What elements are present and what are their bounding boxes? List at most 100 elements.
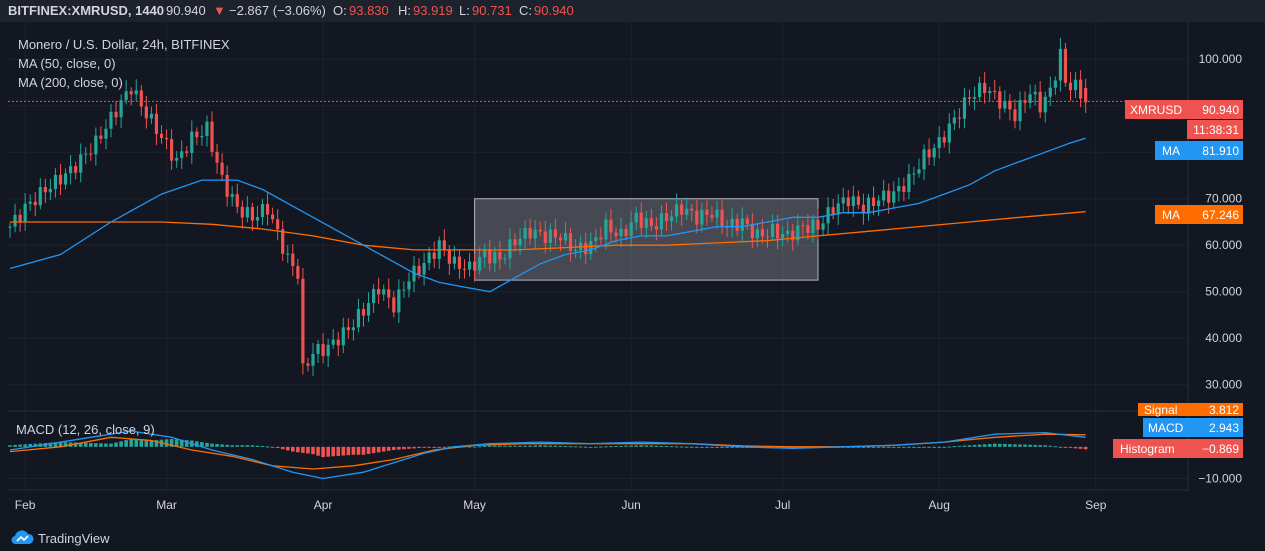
- candle-body: [281, 229, 285, 254]
- price-change: −2.867 (−3.06%): [229, 3, 326, 18]
- histogram-bar: [422, 446, 426, 448]
- candle-body: [493, 251, 497, 264]
- candle-body: [447, 250, 451, 264]
- candle-body: [331, 339, 335, 345]
- histogram-bar: [255, 445, 260, 447]
- ma50-legend[interactable]: MA (50, close, 0): [18, 56, 116, 71]
- candle-body: [937, 137, 941, 149]
- candle-body: [664, 213, 669, 222]
- candle-body: [887, 190, 891, 203]
- histogram-bar: [735, 446, 739, 448]
- macd-tag-value: 2.943: [1209, 421, 1239, 435]
- high-label: H:: [398, 3, 411, 18]
- candle-body: [821, 223, 825, 230]
- histogram-bar: [725, 446, 729, 448]
- candle-body: [634, 212, 638, 223]
- histogram-bar: [533, 445, 537, 447]
- candle-body: [89, 153, 93, 155]
- ma200-tag-value: 67.246: [1202, 208, 1239, 222]
- candle-body: [498, 251, 502, 260]
- candle-body: [629, 222, 633, 236]
- candle-body: [1013, 109, 1017, 122]
- candle-body: [144, 106, 148, 119]
- candle-body: [311, 353, 315, 366]
- candle-body: [422, 263, 426, 275]
- histogram-bar: [487, 445, 492, 447]
- histogram-bar: [58, 442, 63, 447]
- histogram-bar: [972, 444, 977, 447]
- histogram-bar: [917, 446, 921, 448]
- histogram-bar: [18, 444, 22, 447]
- candle-body: [871, 197, 876, 207]
- y-tick-label: 100.000: [1199, 52, 1243, 66]
- histogram-bar: [301, 446, 305, 453]
- candle-body: [452, 256, 456, 264]
- y-tick-label: 60.000: [1205, 238, 1242, 252]
- candle-body: [786, 230, 790, 235]
- candle-body: [356, 309, 361, 328]
- candle-body: [801, 225, 805, 227]
- candle-body: [659, 213, 664, 230]
- histogram-bar: [588, 446, 593, 448]
- candle-body: [488, 250, 492, 264]
- candle-body: [745, 218, 749, 225]
- histogram-bar: [99, 443, 103, 447]
- histogram-bar: [912, 446, 916, 448]
- chart-title: Monero / U.S. Dollar, 24h, BITFINEX: [18, 37, 230, 52]
- candle-body: [58, 174, 63, 185]
- histogram-bar: [235, 445, 240, 447]
- macd-legend[interactable]: MACD (12, 26, close, 9): [16, 422, 155, 437]
- histogram-bar: [1078, 446, 1083, 449]
- y-tick-label: 70.000: [1205, 192, 1242, 206]
- candle-body: [508, 239, 512, 259]
- histogram-bar: [381, 446, 386, 452]
- candle-body: [230, 194, 234, 197]
- candle-body: [387, 289, 391, 298]
- histogram-bar: [543, 445, 548, 447]
- candle-body: [38, 187, 42, 206]
- candle-body: [478, 257, 482, 271]
- candle-body: [1028, 94, 1032, 103]
- ma50-tag-label: MA: [1162, 144, 1180, 158]
- candle-body: [114, 111, 118, 118]
- histogram-bar: [689, 446, 694, 448]
- histogram-bar: [897, 446, 901, 448]
- histogram-bar: [275, 446, 280, 449]
- histogram-bar: [437, 446, 442, 448]
- candle-body: [8, 226, 12, 228]
- candle-body: [533, 229, 537, 239]
- histogram-bar: [674, 446, 679, 448]
- candle-body: [861, 204, 866, 214]
- histogram-bar: [260, 446, 265, 448]
- candle-body: [336, 339, 340, 346]
- histogram-bar: [927, 446, 931, 448]
- candle-body: [538, 229, 542, 232]
- candle-body: [831, 207, 835, 215]
- histogram-bar: [669, 446, 674, 448]
- histogram-bar: [508, 445, 512, 447]
- candle-body: [195, 131, 199, 138]
- histogram-bar: [992, 443, 997, 447]
- candle-body: [1048, 87, 1052, 97]
- histogram-bar: [1053, 446, 1058, 448]
- histogram-bar: [356, 446, 361, 455]
- candle-body: [1053, 80, 1057, 88]
- candle-body: [705, 209, 709, 215]
- ma200-legend[interactable]: MA (200, close, 0): [18, 75, 123, 90]
- histogram-bar: [427, 446, 431, 448]
- candle-body: [457, 256, 462, 269]
- candle-body: [609, 219, 613, 233]
- histogram-bar: [583, 446, 588, 448]
- candle-body: [649, 218, 653, 227]
- histogram-bar: [119, 441, 123, 447]
- histogram-bar: [240, 445, 245, 447]
- close-value: 90.940: [534, 3, 574, 18]
- candle-body: [978, 82, 982, 98]
- candle-body: [760, 229, 765, 237]
- signal-tag-label: Signal: [1144, 403, 1177, 417]
- histogram-bar: [371, 446, 376, 454]
- histogram-bar: [230, 445, 234, 447]
- histogram-bar: [477, 446, 482, 448]
- candle-body: [467, 261, 472, 270]
